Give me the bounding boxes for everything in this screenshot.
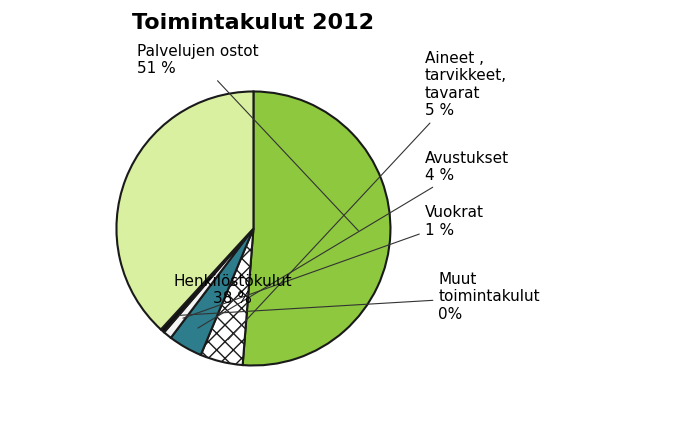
Wedge shape	[201, 228, 253, 365]
Text: Palvelujen ostot
51 %: Palvelujen ostot 51 %	[137, 43, 358, 231]
Wedge shape	[171, 228, 253, 355]
Text: Avustukset
4 %: Avustukset 4 %	[198, 151, 509, 328]
Wedge shape	[116, 91, 253, 329]
Title: Toimintakulut 2012: Toimintakulut 2012	[132, 13, 375, 34]
Text: Vuokrat
1 %: Vuokrat 1 %	[183, 206, 484, 318]
Text: Muut
toimintakulut
0%: Muut toimintakulut 0%	[179, 272, 540, 322]
Wedge shape	[242, 91, 390, 366]
Text: Aineet ,
tarvikkeet,
tavarat
5 %: Aineet , tarvikkeet, tavarat 5 %	[228, 51, 507, 340]
Text: Henkilöstökulut
38 %: Henkilöstökulut 38 %	[173, 274, 292, 306]
Wedge shape	[161, 228, 253, 332]
Wedge shape	[164, 228, 253, 338]
